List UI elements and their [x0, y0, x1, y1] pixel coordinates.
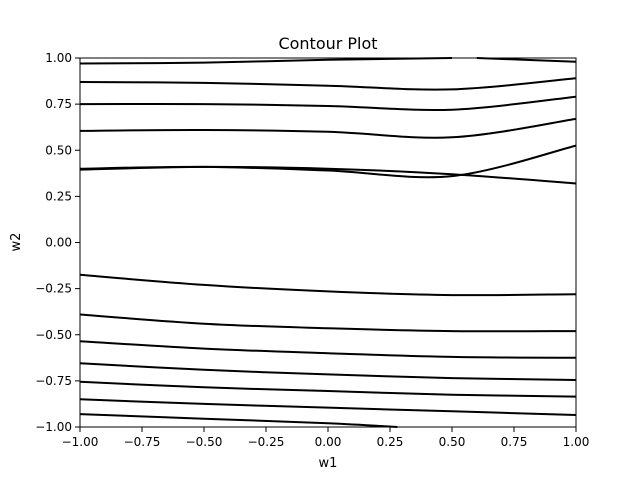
- contour-line-7: [79, 273, 577, 297]
- contour-line-5: [79, 165, 577, 185]
- contour-line-0: [79, 57, 453, 65]
- x-axis-label: w1: [319, 456, 338, 471]
- contour-lines: [79, 57, 577, 428]
- contour-line-13: [79, 413, 398, 428]
- contour-line-1: [476, 57, 577, 63]
- x-axis: −1.00 −0.75 −0.50 −0.25 0.00 0.25 0.50 0.75 1.00: [62, 427, 590, 449]
- y-tick-label: 0.00: [45, 236, 72, 250]
- contour-line-10: [79, 362, 577, 381]
- y-tick-label: 0.25: [45, 189, 72, 203]
- y-tick-label: −0.50: [35, 328, 72, 342]
- x-tick-label: 1.00: [563, 435, 590, 449]
- x-tick-label: −0.75: [124, 435, 161, 449]
- contour-line-4: [79, 117, 577, 139]
- contour-line-9: [79, 340, 577, 359]
- y-tick-label: −0.25: [35, 282, 72, 296]
- contour-line-12: [79, 398, 577, 416]
- contour-line-3: [79, 95, 577, 112]
- x-tick-label: −0.25: [248, 435, 285, 449]
- x-tick-label: −0.50: [186, 435, 223, 449]
- y-tick-label: 0.75: [45, 97, 72, 111]
- plot-frame: [79, 57, 577, 428]
- y-axis-label: w2: [9, 233, 24, 252]
- x-tick-label: 0.50: [439, 435, 466, 449]
- contour-line-8: [79, 313, 577, 333]
- x-tick-label: 0.25: [377, 435, 404, 449]
- y-tick-label: 1.00: [45, 51, 72, 65]
- y-tick-label: −1.00: [35, 420, 72, 434]
- contour-line-11: [79, 380, 577, 398]
- x-tick-label: 0.00: [315, 435, 342, 449]
- y-tick-label: 0.50: [45, 143, 72, 157]
- x-tick-label: 0.75: [501, 435, 528, 449]
- contour-line-6: [79, 144, 577, 179]
- chart-title: Contour Plot: [278, 34, 377, 53]
- y-axis: −1.00 −0.75 −0.50 −0.25 0.00 0.25 0.50 0.75 1.00: [35, 51, 80, 434]
- x-tick-label: −1.00: [62, 435, 99, 449]
- y-tick-label: −0.75: [35, 374, 72, 388]
- contour-line-2: [79, 77, 577, 91]
